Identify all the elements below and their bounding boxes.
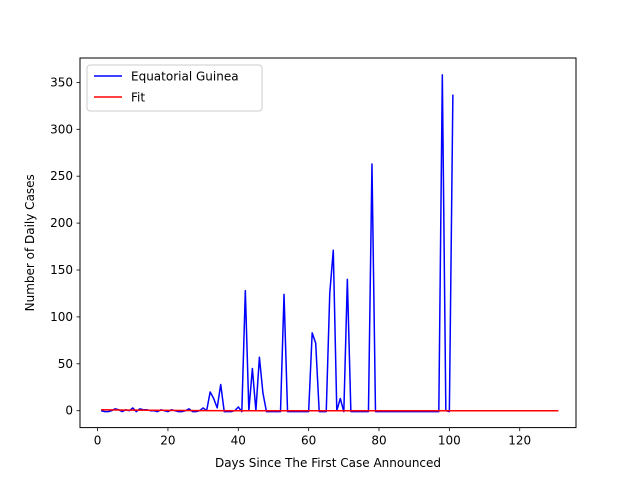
y-tick-label: 300 [50,122,73,136]
y-tick-label: 250 [50,169,73,183]
x-tick-label: 60 [301,434,316,448]
legend-box [86,64,263,112]
y-tick-label: 0 [65,404,73,418]
series-layer [100,74,559,413]
x-tick-label: 40 [231,434,246,448]
plot-frame [79,57,577,429]
x-axis: 0 20 40 60 80 100 120 [94,427,531,448]
x-axis-label: Days Since The First Case Announced [215,456,441,470]
y-tick-label: 50 [58,357,73,371]
y-tick-label: 100 [50,310,73,324]
y-axis: 0 50 100 150 200 250 300 350 [50,75,80,418]
x-tick-label: 120 [508,434,531,448]
y-tick-label: 150 [50,263,73,277]
y-tick-label: 350 [50,75,73,89]
y-axis-label: Number of Daily Cases [23,174,37,311]
legend-label-fit: Fit [131,91,145,105]
y-tick-label: 200 [50,216,73,230]
x-tick-label: 100 [438,434,461,448]
x-tick-label: 80 [371,434,386,448]
series-line-fit [101,409,559,412]
x-tick-label: 20 [160,434,175,448]
legend-label-equatorial-guinea: Equatorial Guinea [131,70,239,84]
x-tick-label: 0 [94,434,102,448]
legend: Equatorial Guinea Fit [86,64,263,112]
